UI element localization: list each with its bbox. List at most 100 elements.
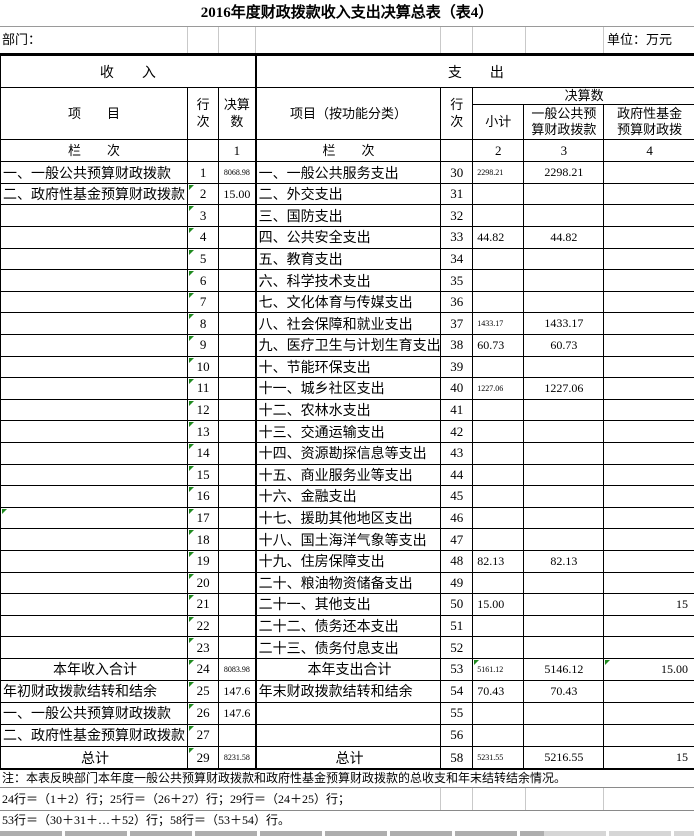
colnum-1[interactable]: 1 [218,139,257,163]
subtotal-cell[interactable] [472,701,525,725]
expense-item-cell[interactable]: 六、科学技术支出 [254,269,442,292]
expense-item-cell[interactable]: 十三、交通运输支出 [254,420,442,443]
income-rowno-cell[interactable]: 1 [187,161,220,184]
header-general-budget[interactable]: 一般公共预 算财政拨款 [523,104,605,141]
expense-rowno-cell[interactable]: 48 [440,549,474,573]
expense-item-cell[interactable]: 本年支出合计 [254,657,442,681]
expense-item-cell[interactable]: 十四、资源勘探信息等支出 [254,441,442,465]
income-item-cell[interactable] [0,355,189,379]
expense-rowno-cell[interactable]: 53 [440,657,474,681]
income-item-cell[interactable] [0,334,189,357]
income-rowno-cell[interactable]: 9 [187,334,220,357]
expense-rowno-cell[interactable]: 56 [440,723,474,747]
gov-fund-cell[interactable] [603,204,694,228]
income-rowno-cell[interactable]: 22 [187,614,220,638]
expense-item-cell[interactable]: 八、社会保障和就业支出 [254,312,442,335]
subtotal-cell[interactable] [472,463,525,487]
general-budget-cell[interactable] [523,636,605,659]
gov-fund-cell[interactable] [603,161,694,184]
gov-fund-cell[interactable] [603,463,694,487]
income-amount-cell[interactable]: 15.00 [218,182,257,206]
income-rowno-cell[interactable]: 8 [187,312,220,335]
income-amount-cell[interactable] [218,571,257,595]
income-item-cell[interactable] [0,593,189,616]
general-budget-cell[interactable]: 82.13 [523,549,605,573]
subtotal-cell[interactable] [472,485,525,508]
income-item-cell[interactable] [0,441,189,465]
subtotal-cell[interactable] [472,204,525,228]
general-budget-cell[interactable] [523,204,605,228]
expense-rowno-cell[interactable]: 45 [440,485,474,508]
subtotal-cell[interactable] [472,398,525,422]
income-item-cell[interactable]: 一、一般公共预算财政拨款 [0,161,189,184]
general-budget-cell[interactable] [523,420,605,443]
subtotal-cell[interactable]: 1227.06 [472,377,525,400]
income-rowno-cell[interactable]: 11 [187,377,220,400]
income-amount-cell[interactable]: 147.6 [218,679,257,703]
expense-rowno-cell[interactable]: 52 [440,636,474,659]
gov-fund-cell[interactable] [603,247,694,271]
subtotal-cell[interactable] [472,269,525,292]
income-rowno-cell[interactable]: 6 [187,269,220,292]
income-rowno-cell[interactable]: 25 [187,679,220,703]
subtotal-cell[interactable] [472,182,525,206]
expense-rowno-cell[interactable]: 34 [440,247,474,271]
colnum-4[interactable]: 4 [603,139,694,163]
expense-item-cell[interactable]: 十二、农林水支出 [254,398,442,422]
expense-rowno-cell[interactable]: 39 [440,355,474,379]
income-rowno-cell[interactable]: 23 [187,636,220,659]
general-budget-cell[interactable] [523,614,605,638]
gov-fund-cell[interactable] [603,485,694,508]
gov-fund-cell[interactable] [603,571,694,595]
subtotal-cell[interactable] [472,506,525,530]
income-amount-cell[interactable] [218,377,257,400]
income-rowno-cell[interactable]: 27 [187,723,220,747]
income-item-cell[interactable] [0,269,189,292]
income-amount-cell[interactable] [218,506,257,530]
income-item-cell[interactable] [0,204,189,228]
header-income-item[interactable]: 项 目 [0,86,189,141]
income-amount-cell[interactable] [218,226,257,249]
income-amount-cell[interactable]: 8083.98 [218,657,257,681]
subtotal-cell[interactable] [472,723,525,747]
income-amount-cell[interactable] [218,204,257,228]
income-rowno-cell[interactable]: 14 [187,441,220,465]
expense-rowno-cell[interactable]: 44 [440,463,474,487]
income-item-cell[interactable] [0,506,189,530]
expense-item-cell[interactable] [254,701,442,725]
income-amount-cell[interactable] [218,485,257,508]
gov-fund-cell[interactable] [603,334,694,357]
income-item-cell[interactable]: 总计 [0,745,189,771]
expense-item-cell[interactable]: 十八、国土海洋气象等支出 [254,528,442,551]
income-item-cell[interactable]: 二、政府性基金预算财政拨款 [0,182,189,206]
general-budget-cell[interactable]: 2298.21 [523,161,605,184]
income-rowno-cell[interactable]: 5 [187,247,220,271]
general-budget-cell[interactable]: 5216.55 [523,745,605,771]
expense-rowno-cell[interactable]: 46 [440,506,474,530]
income-rowno-cell[interactable]: 20 [187,571,220,595]
expense-rowno-cell[interactable]: 55 [440,701,474,725]
colnum-3[interactable]: 3 [523,139,605,163]
gov-fund-cell[interactable] [603,636,694,659]
income-item-cell[interactable] [0,226,189,249]
expense-item-cell[interactable]: 七、文化体育与传媒支出 [254,290,442,314]
gov-fund-cell[interactable] [603,679,694,703]
general-budget-cell[interactable] [523,269,605,292]
income-item-cell[interactable] [0,549,189,573]
gov-fund-cell[interactable] [603,701,694,725]
lanci-left[interactable]: 栏 次 [0,139,189,163]
income-amount-cell[interactable] [218,269,257,292]
income-item-cell[interactable]: 本年收入合计 [0,657,189,681]
income-amount-cell[interactable] [218,312,257,335]
lanci-right[interactable]: 栏 次 [254,139,442,163]
subtotal-cell[interactable]: 15.00 [472,593,525,616]
expense-rowno-cell[interactable]: 51 [440,614,474,638]
general-budget-cell[interactable] [523,441,605,465]
income-item-cell[interactable] [0,463,189,487]
subtotal-cell[interactable] [472,528,525,551]
income-amount-cell[interactable] [218,420,257,443]
income-rowno-cell[interactable]: 13 [187,420,220,443]
expense-item-cell[interactable]: 十、节能环保支出 [254,355,442,379]
general-budget-cell[interactable] [523,723,605,747]
gov-fund-cell[interactable] [603,269,694,292]
